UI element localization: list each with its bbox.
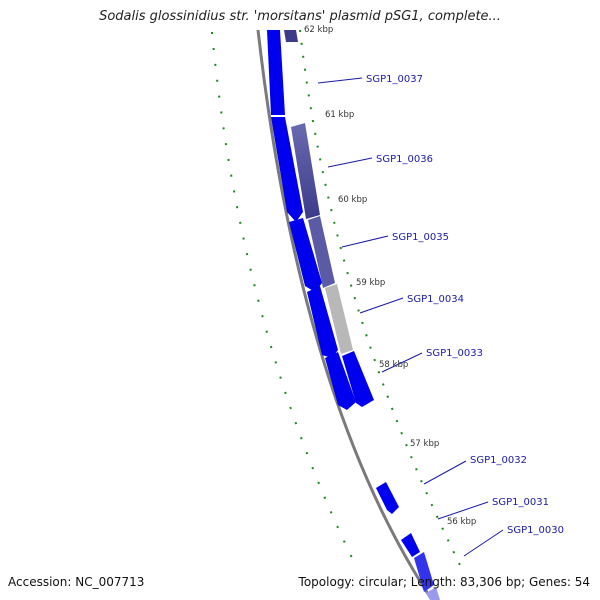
gene-label[interactable]: SGP1_0036	[376, 154, 433, 165]
label-leader	[381, 352, 423, 373]
map-title: Sodalis glossinidius str. 'morsitans' pl…	[99, 9, 501, 24]
gene-block[interactable]	[325, 352, 356, 410]
label-leader	[437, 501, 489, 520]
gene-block[interactable]	[325, 284, 353, 354]
gene-block[interactable]	[308, 216, 335, 288]
gene-label[interactable]: SGP1_0031	[492, 497, 549, 508]
gene-block[interactable]	[401, 533, 420, 557]
label-leader	[359, 297, 404, 314]
accession-text: Accession: NC_007713	[8, 575, 145, 589]
label-leader	[327, 157, 373, 168]
tick-label: 60 kbp	[338, 195, 367, 205]
label-leader	[341, 235, 389, 248]
tick-label: 59 kbp	[356, 278, 385, 288]
tick-label: 58 kbp	[379, 360, 408, 370]
gene-label[interactable]: SGP1_0035	[392, 232, 449, 243]
tick-label: 62 kbp	[304, 25, 333, 35]
topology-text: Topology: circular; Length: 83,306 bp; G…	[298, 575, 590, 589]
label-leader	[423, 460, 467, 485]
label-leader	[463, 529, 504, 557]
label-leader	[317, 77, 363, 84]
gene-label[interactable]: SGP1_0030	[507, 525, 564, 536]
gene-block[interactable]	[414, 552, 434, 592]
gene-block[interactable]	[426, 587, 440, 600]
gene-block[interactable]	[289, 218, 322, 292]
gene-block[interactable]	[307, 286, 338, 358]
gene-label[interactable]: SGP1_0033	[426, 348, 483, 359]
tick-label: 57 kbp	[410, 439, 439, 449]
gene-label[interactable]: SGP1_0034	[407, 294, 464, 305]
gene-block[interactable]	[284, 30, 298, 42]
gene-block[interactable]	[342, 351, 374, 407]
gene-label[interactable]: SGP1_0037	[366, 74, 423, 85]
tick-label: 61 kbp	[325, 110, 354, 120]
tick-dotted-arc	[299, 29, 461, 566]
tick-label: 56 kbp	[447, 517, 476, 527]
backbone-arc	[256, 29, 434, 600]
gene-block[interactable]	[271, 117, 303, 222]
gene-label[interactable]: SGP1_0032	[470, 455, 527, 466]
gene-block[interactable]	[376, 482, 399, 514]
gene-block[interactable]	[291, 123, 320, 219]
gene-block[interactable]	[267, 30, 285, 115]
